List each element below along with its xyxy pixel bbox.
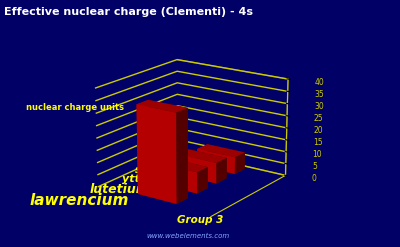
Text: Effective nuclear charge (Clementi) - 4s: Effective nuclear charge (Clementi) - 4s	[4, 7, 253, 17]
